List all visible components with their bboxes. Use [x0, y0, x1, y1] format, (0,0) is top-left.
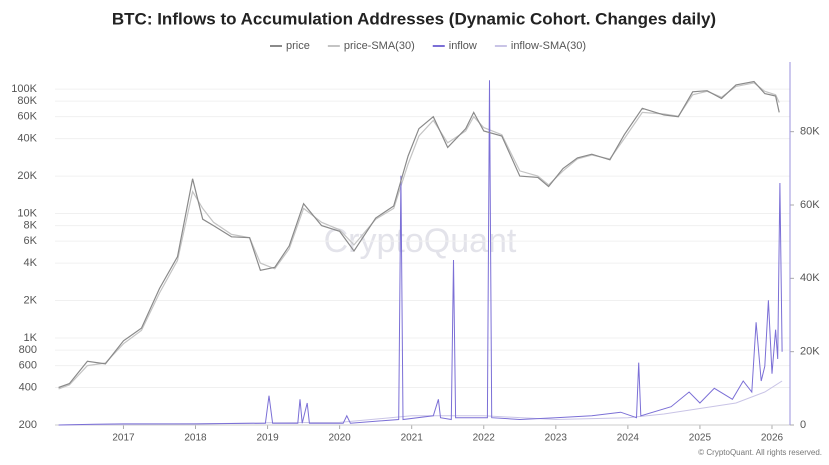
y2-tick-label: 60K: [800, 199, 820, 211]
y2-tick-label: 0: [800, 419, 806, 431]
x-tick-label: 2022: [473, 433, 496, 444]
y-tick-label: 4K: [24, 257, 38, 269]
y-tick-label: 1K: [24, 332, 38, 344]
footer: © CryptoQuant. All rights reserved.: [698, 448, 822, 457]
line-series: [58, 80, 783, 426]
y2-tick-label: 40K: [800, 272, 820, 284]
x-tick-label: 2017: [112, 433, 135, 444]
x-tick-label: 2026: [761, 433, 784, 444]
x-tick-label: 2018: [184, 433, 207, 444]
y2-tick-label: 80K: [800, 126, 820, 138]
y-tick-label: 400: [19, 381, 37, 393]
legend-label: inflow-SMA(30): [511, 40, 586, 52]
y-tick-label: 60K: [17, 111, 37, 123]
y-tick-label: 80K: [17, 95, 37, 107]
y-tick-label: 8K: [24, 220, 38, 232]
x-tick-label: 2023: [545, 433, 568, 444]
y-tick-label: 600: [19, 360, 37, 372]
y-tick-label: 100K: [11, 83, 37, 95]
x-tick-label: 2021: [401, 433, 424, 444]
legend-label: inflow: [449, 40, 477, 52]
y-tick-label: 40K: [17, 133, 37, 145]
y-tick-label: 10K: [17, 207, 37, 219]
line-series: [58, 80, 780, 389]
x-tick-label: 2020: [329, 433, 352, 444]
legend-label: price-SMA(30): [344, 40, 415, 52]
y-tick-label: 2K: [24, 294, 38, 306]
chart-title: BTC: Inflows to Accumulation Addresses (…: [112, 9, 716, 28]
y-tick-label: 200: [19, 419, 37, 431]
y-tick-label: 800: [19, 344, 37, 356]
x-tick-label: 2019: [256, 433, 279, 444]
legend-label: price: [286, 40, 310, 52]
x-tick-label: 2025: [689, 433, 712, 444]
y-tick-label: 20K: [17, 170, 37, 182]
x-tick-label: 2024: [617, 433, 640, 444]
y-tick-label: 6K: [24, 235, 38, 247]
y2-tick-label: 20K: [800, 346, 820, 358]
